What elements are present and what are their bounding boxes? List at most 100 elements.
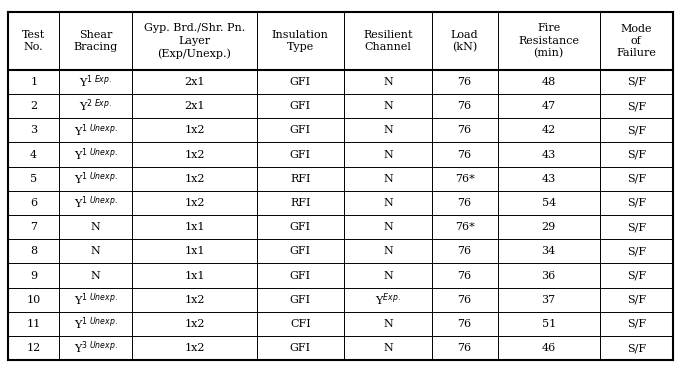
Text: N: N [91, 222, 101, 232]
Text: Insulation
Type: Insulation Type [272, 30, 329, 52]
Text: 1x1: 1x1 [184, 246, 205, 256]
Text: 1x2: 1x2 [184, 198, 205, 208]
Text: S/F: S/F [627, 222, 646, 232]
Text: N: N [91, 270, 101, 280]
Text: Y$^{2\ Exp.}$: Y$^{2\ Exp.}$ [79, 98, 112, 114]
Text: N: N [383, 101, 393, 111]
Text: 2x1: 2x1 [184, 101, 205, 111]
Text: Y$^{1\ Unexp.}$: Y$^{1\ Unexp.}$ [74, 122, 118, 139]
Text: GFI: GFI [290, 222, 311, 232]
Text: Y$^{1\ Unexp.}$: Y$^{1\ Unexp.}$ [74, 315, 118, 332]
Text: 76: 76 [458, 77, 472, 87]
Text: 1x2: 1x2 [184, 319, 205, 329]
Text: N: N [383, 319, 393, 329]
Text: Y$^{3\ Unexp.}$: Y$^{3\ Unexp.}$ [74, 340, 118, 356]
Text: 11: 11 [27, 319, 41, 329]
Text: N: N [383, 149, 393, 159]
Text: S/F: S/F [627, 295, 646, 305]
Text: Resilient
Channel: Resilient Channel [363, 30, 413, 52]
Text: GFI: GFI [290, 101, 311, 111]
Text: 42: 42 [541, 125, 556, 135]
Text: 76: 76 [458, 101, 472, 111]
Text: 2: 2 [30, 101, 37, 111]
Text: Y$^{1\ Exp.}$: Y$^{1\ Exp.}$ [79, 73, 112, 90]
Text: CFI: CFI [290, 319, 311, 329]
Text: 3: 3 [30, 125, 37, 135]
Text: 1x2: 1x2 [184, 149, 205, 159]
Text: 7: 7 [30, 222, 37, 232]
Text: 1x2: 1x2 [184, 174, 205, 184]
Text: 43: 43 [541, 149, 556, 159]
Text: 29: 29 [541, 222, 556, 232]
Text: 76: 76 [458, 125, 472, 135]
Text: 12: 12 [27, 343, 41, 353]
Text: RFI: RFI [290, 174, 311, 184]
Text: GFI: GFI [290, 125, 311, 135]
Text: 76: 76 [458, 246, 472, 256]
Text: Mode
of
Failure: Mode of Failure [616, 24, 656, 58]
Text: 76: 76 [458, 198, 472, 208]
Text: 48: 48 [541, 77, 556, 87]
Text: GFI: GFI [290, 295, 311, 305]
Text: 76: 76 [458, 295, 472, 305]
Text: Fire
Resistance
(min): Fire Resistance (min) [518, 24, 579, 59]
Text: S/F: S/F [627, 77, 646, 87]
Text: 9: 9 [30, 270, 37, 280]
Text: 43: 43 [541, 174, 556, 184]
Text: GFI: GFI [290, 343, 311, 353]
Text: N: N [383, 174, 393, 184]
Text: S/F: S/F [627, 198, 646, 208]
Text: Shear
Bracing: Shear Bracing [74, 30, 118, 52]
Text: 54: 54 [541, 198, 556, 208]
Text: 37: 37 [541, 295, 556, 305]
Text: 46: 46 [541, 343, 556, 353]
Text: S/F: S/F [627, 101, 646, 111]
Text: Y$^{1\ Unexp.}$: Y$^{1\ Unexp.}$ [74, 170, 118, 187]
Text: Load
(kN): Load (kN) [451, 30, 479, 52]
Text: 4: 4 [30, 149, 37, 159]
Text: N: N [383, 222, 393, 232]
Text: 8: 8 [30, 246, 37, 256]
Text: 6: 6 [30, 198, 37, 208]
Text: 51: 51 [541, 319, 556, 329]
Text: S/F: S/F [627, 270, 646, 280]
Text: 76: 76 [458, 270, 472, 280]
Text: 47: 47 [541, 101, 556, 111]
Text: S/F: S/F [627, 149, 646, 159]
Text: Y$^{1\ Unexp.}$: Y$^{1\ Unexp.}$ [74, 292, 118, 308]
Text: N: N [383, 125, 393, 135]
Text: 10: 10 [27, 295, 41, 305]
Text: N: N [383, 246, 393, 256]
Text: N: N [383, 270, 393, 280]
Text: Y$^{1\ Unexp.}$: Y$^{1\ Unexp.}$ [74, 194, 118, 211]
Text: 76: 76 [458, 149, 472, 159]
Text: 1x2: 1x2 [184, 343, 205, 353]
Text: 1x1: 1x1 [184, 222, 205, 232]
Text: N: N [383, 343, 393, 353]
Text: S/F: S/F [627, 174, 646, 184]
Text: N: N [383, 77, 393, 87]
Text: 5: 5 [30, 174, 37, 184]
Text: S/F: S/F [627, 343, 646, 353]
Text: GFI: GFI [290, 149, 311, 159]
Text: GFI: GFI [290, 77, 311, 87]
Text: GFI: GFI [290, 246, 311, 256]
Text: 76: 76 [458, 319, 472, 329]
Text: 76: 76 [458, 343, 472, 353]
Text: Y$^{1\ Unexp.}$: Y$^{1\ Unexp.}$ [74, 146, 118, 163]
Text: Y$^{Exp.}$: Y$^{Exp.}$ [375, 292, 401, 308]
Text: 1x2: 1x2 [184, 295, 205, 305]
Text: S/F: S/F [627, 319, 646, 329]
Text: RFI: RFI [290, 198, 311, 208]
Text: 1x2: 1x2 [184, 125, 205, 135]
Text: 36: 36 [541, 270, 556, 280]
Text: 76*: 76* [455, 222, 475, 232]
Text: N: N [91, 246, 101, 256]
Text: 76*: 76* [455, 174, 475, 184]
Text: 1: 1 [30, 77, 37, 87]
Text: Test
No.: Test No. [22, 30, 46, 52]
Text: GFI: GFI [290, 270, 311, 280]
Text: 34: 34 [541, 246, 556, 256]
Text: 1x1: 1x1 [184, 270, 205, 280]
Text: 2x1: 2x1 [184, 77, 205, 87]
